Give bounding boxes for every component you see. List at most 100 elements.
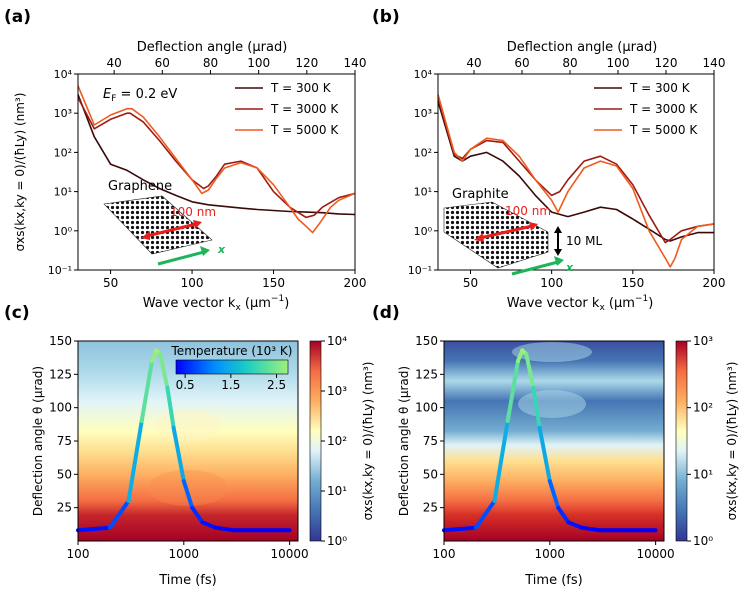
top-tick-label: 60 <box>514 56 529 70</box>
y-axis-label-c: Deflection angle θ (μrad) <box>31 366 45 516</box>
y-tick-label: 150 <box>415 334 438 348</box>
temperature-tick-label: 1.5 <box>221 378 240 392</box>
x-tick-label: 200 <box>703 276 726 290</box>
x-direction-label-a: x <box>217 243 226 256</box>
top-tick-label: 40 <box>466 56 481 70</box>
colorbar-c <box>309 340 322 542</box>
legend-entry: T = 3000 K <box>270 102 339 116</box>
x-tick-label: 1000 <box>169 547 200 561</box>
x-tick-label: 100 <box>433 547 456 561</box>
x-tick-label: 10000 <box>271 547 309 561</box>
temperature-curve-c <box>76 348 292 533</box>
x-direction-arrow-head <box>200 246 210 256</box>
y-tick-label: 50 <box>57 467 72 481</box>
y-tick-label: 10⁰ <box>414 225 433 238</box>
x-direction-arrow-b <box>511 260 559 276</box>
temperature-curve-segment <box>566 520 584 530</box>
y-tick-label: 10⁻¹ <box>48 264 72 277</box>
panel-a: Deflection angle (μrad) 40 60 80 100 120 140 … <box>13 40 366 313</box>
temperature-curve-segment <box>473 499 497 530</box>
temperature-curve-segment <box>579 525 603 533</box>
x-tick-label: 10000 <box>637 547 675 561</box>
x-tick-label: 150 <box>621 276 644 290</box>
colorbar-tick-label: 10¹ <box>693 467 713 481</box>
y-tick-label: 125 <box>49 367 72 381</box>
y-tick-label: 125 <box>415 367 438 381</box>
series-line <box>77 97 356 219</box>
y-tick-label: 10⁻¹ <box>408 264 432 277</box>
temperature-curve-segment <box>442 525 478 533</box>
x-tick-label: 100 <box>67 547 90 561</box>
colorbar-d <box>675 340 688 542</box>
temperature-curve-segment <box>107 499 131 530</box>
top-tick-label: 100 <box>607 56 630 70</box>
x-direction-arrow <box>157 250 205 266</box>
thickness-arrow-head-top <box>554 226 562 233</box>
colorbar-tick-label: 10⁴ <box>327 334 347 348</box>
colorbar-label-d: σxs(kx,ky = 0)/(ħLy) (nm³) <box>725 362 739 521</box>
temperature-curve-segment <box>524 352 536 390</box>
temperature-curve-segment <box>547 479 561 510</box>
y-tick-label: 75 <box>57 434 72 448</box>
heatmap-d-highlight-top <box>512 342 592 362</box>
width-arrow-head-right-b <box>529 222 538 231</box>
temperature-curve-segment <box>190 505 205 525</box>
graphite-inset: Graphite 100 nm 10 ML x <box>443 187 602 276</box>
colorbar-tick-label: 10¹ <box>327 484 347 498</box>
x-axis-label-a: Wave vector kx (μm−1) <box>143 294 290 313</box>
width-arrow-b <box>479 224 533 240</box>
top-axis-label-a: Deflection angle (μrad) <box>137 40 288 55</box>
panel-label-b: (b) <box>372 7 400 27</box>
colorbar-tick-label: 10³ <box>327 384 347 398</box>
y-tick-label: 25 <box>57 501 72 515</box>
temperature-curve-segment <box>492 419 510 503</box>
graphene-label: Graphene <box>108 179 172 194</box>
panel-d: 25 50 75 100 125 150 100 1000 10000 Deflection … <box>397 334 739 588</box>
x-direction-arrow-head-b <box>554 256 564 266</box>
x-tick-label: 100 <box>540 276 563 290</box>
width-arrow-head-left <box>141 231 150 240</box>
top-tick-label: 120 <box>295 56 318 70</box>
heatmap-c-highlight <box>154 409 222 441</box>
top-tick-label: 140 <box>703 56 726 70</box>
y-tick-label: 10² <box>54 146 72 159</box>
colorbar-label-c: σxs(kx,ky = 0)/(ħLy) (nm³) <box>361 362 375 521</box>
panel-b: Deflection angle (μrad) 40 60 80 100 120 140 … <box>408 40 726 313</box>
temperature-curve-segment <box>165 385 176 430</box>
x-direction-label-b: x <box>565 261 574 274</box>
x-axis-label-b: Wave vector kx (μm−1) <box>507 294 654 313</box>
colorbar-tick-label: 10³ <box>693 334 713 348</box>
top-tick-label: 100 <box>247 56 270 70</box>
temperature-curve-segment <box>158 352 170 390</box>
top-tick-label: 40 <box>106 56 121 70</box>
heatmap-d-highlight-mid <box>518 390 586 418</box>
legend-entry: T = 3000 K <box>629 102 698 116</box>
x-tick-label: 50 <box>463 276 478 290</box>
panel-label-d: (d) <box>372 303 400 323</box>
series-line <box>437 94 715 268</box>
temperature-curve-segment <box>537 425 552 483</box>
colorbar-tick-label: 10² <box>693 401 713 415</box>
plot-frame-b <box>437 73 715 271</box>
temperature-curve-d <box>442 348 658 533</box>
thickness-arrow-head-bottom <box>554 249 562 256</box>
temperature-tick-label: 2.5 <box>267 378 286 392</box>
temperature-colorbar <box>175 359 289 375</box>
temperature-curve-segment <box>531 385 542 430</box>
top-axis-label-b: Deflection angle (μrad) <box>507 40 658 55</box>
top-tick-label: 80 <box>562 56 577 70</box>
graphene-inset: Graphene 100 nm x <box>103 179 226 266</box>
panel-label-c: (c) <box>4 303 30 323</box>
x-tick-label: 1000 <box>535 547 566 561</box>
x-tick-label: 200 <box>344 276 367 290</box>
y-tick-label: 25 <box>423 501 438 515</box>
series-line <box>77 94 356 216</box>
x-axis-label-c: Time (fs) <box>158 573 216 588</box>
legend-entry: T = 5000 K <box>629 123 698 137</box>
width-arrow-head-left-b <box>474 233 484 242</box>
width-label-a: 100 nm <box>170 205 216 219</box>
y-tick-label: 10⁴ <box>414 68 433 81</box>
panel-label-a: (a) <box>4 7 31 27</box>
thickness-label: 10 ML <box>566 234 602 248</box>
